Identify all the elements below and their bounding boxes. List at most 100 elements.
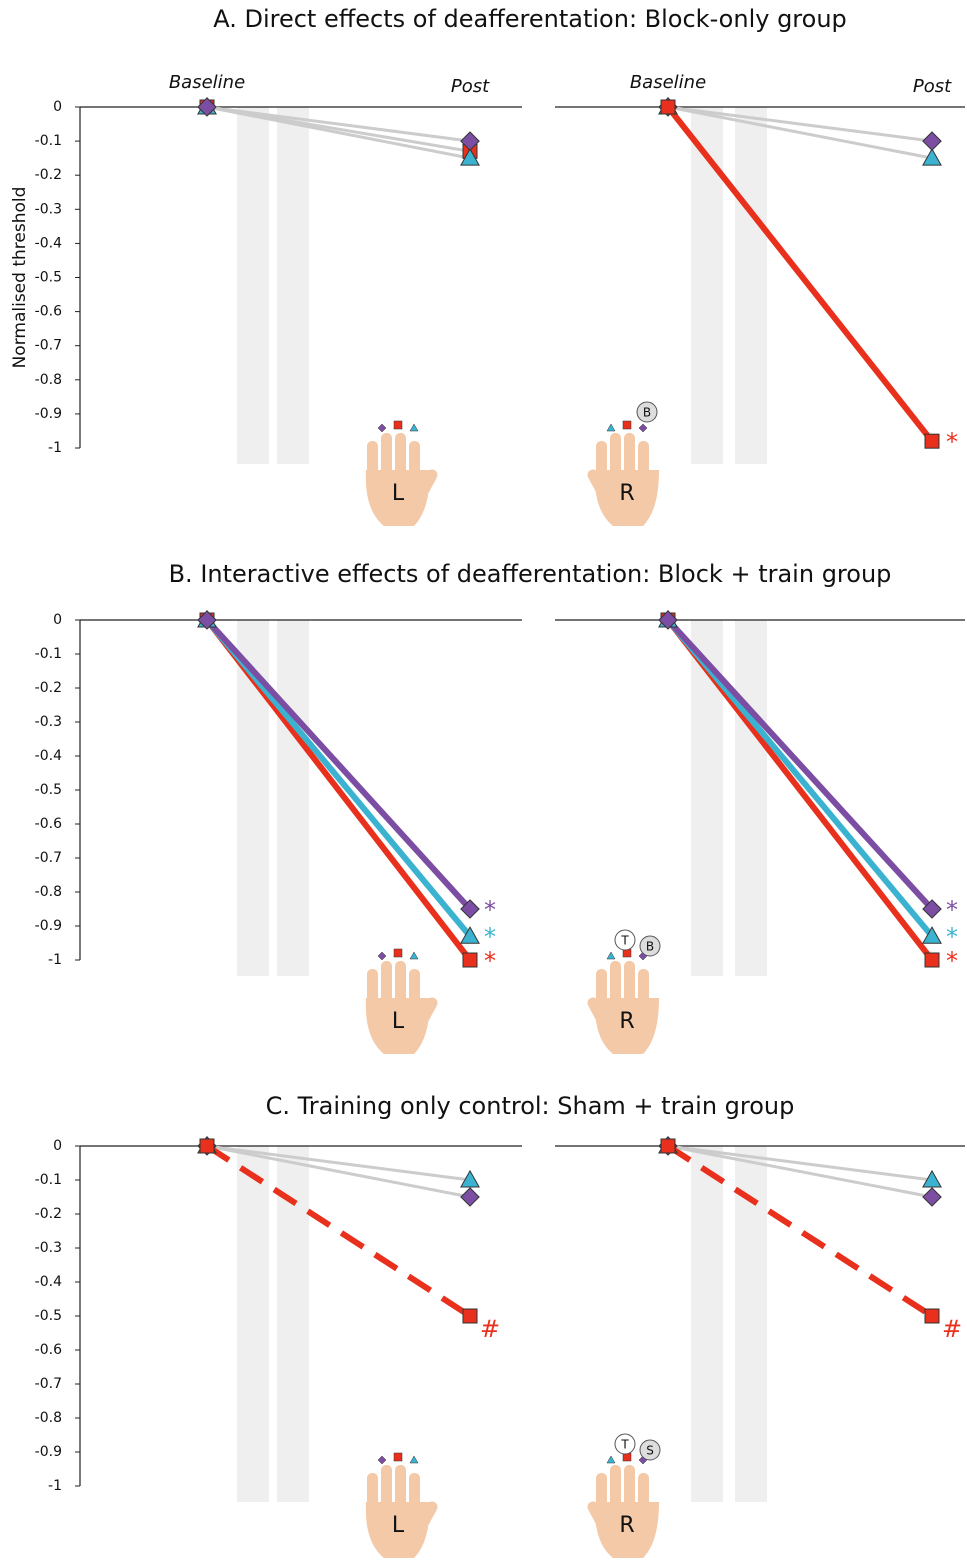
y-tick-label: -0.7 [35,1376,62,1392]
hand-label: R [619,1513,634,1538]
marker-square [925,1309,939,1323]
finger [610,961,621,1003]
y-tick-label: -0.5 [35,270,62,286]
hand-icon: L [366,421,432,526]
finger [381,961,392,1003]
panel-title: B. Interactive effects of deafferentatio… [169,560,892,588]
panel-title: A. Direct effects of deafferentation: Bl… [213,5,847,33]
y-tick-label: -1 [48,952,62,968]
shade-bar [735,107,767,464]
y-tick-label: 0 [53,99,62,115]
significance-mark: * [946,896,958,924]
digit-marker [410,952,418,959]
marker-diamond [923,132,941,150]
y-tick-label: -0.6 [35,304,62,320]
y-tick-label: -0.8 [35,1410,62,1426]
hand-icon: L [366,1453,432,1558]
shade-bar [237,1146,269,1502]
hand-label: R [619,1009,634,1034]
y-tick-label: -0.2 [35,680,62,696]
x-category-label: Post [913,76,952,97]
marker-square [463,953,477,967]
finger [381,433,392,475]
y-tick-label: -0.3 [35,1240,62,1256]
finger [395,433,406,475]
y-axis-label: Normalised threshold [10,187,30,369]
y-tick-label: 0 [53,612,62,628]
digit-marker [607,952,615,959]
finger [624,961,635,1003]
y-tick-label: -1 [48,440,62,456]
y-tick-label: -0.9 [35,918,62,934]
y-tick-label: -0.8 [35,372,62,388]
shade-bar [277,107,309,464]
y-tick-label: -0.9 [35,1444,62,1460]
shade-bar [735,620,767,976]
marker-square [661,1139,675,1153]
significance-mark: * [484,896,496,924]
marker-square [925,953,939,967]
marker-diamond [923,1188,941,1206]
y-tick-label: -0.8 [35,884,62,900]
marker-square [661,100,675,114]
hand-icon: RB [593,402,659,526]
digit-badge-label: B [643,406,651,420]
finger [624,1465,635,1507]
y-tick-label: -0.3 [35,714,62,730]
significance-mark: * [946,923,958,951]
y-tick-label: -0.1 [35,1172,62,1188]
digit-marker [378,1456,386,1464]
digit-marker [410,1456,418,1463]
hand-icon: R T B [593,930,660,1054]
digit-marker [394,949,402,957]
shade-bar [237,107,269,464]
hand-label: L [392,481,405,506]
digit-marker [378,952,386,960]
y-tick-label: -0.1 [35,133,62,149]
y-tick-label: -0.2 [35,1206,62,1222]
digit-badge-label: S [646,1444,654,1458]
digit-marker [394,421,402,429]
marker-square [200,1139,214,1153]
digit-badge-label: T [620,934,629,948]
digit-marker [394,1453,402,1461]
panel-title: C. Training only control: Sham + train g… [266,1092,795,1120]
significance-mark: # [480,1315,500,1343]
x-category-label: Post [451,76,490,97]
marker-square [463,1309,477,1323]
y-tick-label: -0.3 [35,201,62,217]
y-tick-label: -0.4 [35,1274,62,1290]
y-tick-label: -0.7 [35,338,62,354]
y-tick-label: -0.5 [35,1308,62,1324]
x-category-label: Baseline [169,72,245,93]
digit-badge-label: B [646,940,654,954]
finger [610,1465,621,1507]
finger [624,433,635,475]
digit-marker [378,424,386,432]
finger [395,961,406,1003]
figure: A. Direct effects of deafferentation: Bl… [0,0,967,1564]
hand-label: L [392,1009,405,1034]
y-tick-label: -0.9 [35,406,62,422]
digit-marker [639,424,647,432]
digit-marker [410,424,418,431]
y-tick-label: 0 [53,1138,62,1154]
significance-mark: # [942,1315,962,1343]
y-tick-label: -0.7 [35,850,62,866]
hand-label: L [392,1513,405,1538]
y-tick-label: -0.1 [35,646,62,662]
y-tick-label: -0.6 [35,816,62,832]
finger [381,1465,392,1507]
digit-marker [607,1456,615,1463]
y-tick-label: -0.6 [35,1342,62,1358]
shade-bar [277,620,309,976]
finger [610,433,621,475]
y-tick-label: -0.4 [35,748,62,764]
y-tick-label: -0.5 [35,782,62,798]
hand-icon: L [366,949,432,1054]
hand-label: R [619,481,634,506]
digit-marker [623,421,631,429]
y-tick-label: -1 [48,1478,62,1494]
shade-bar [691,1146,723,1502]
